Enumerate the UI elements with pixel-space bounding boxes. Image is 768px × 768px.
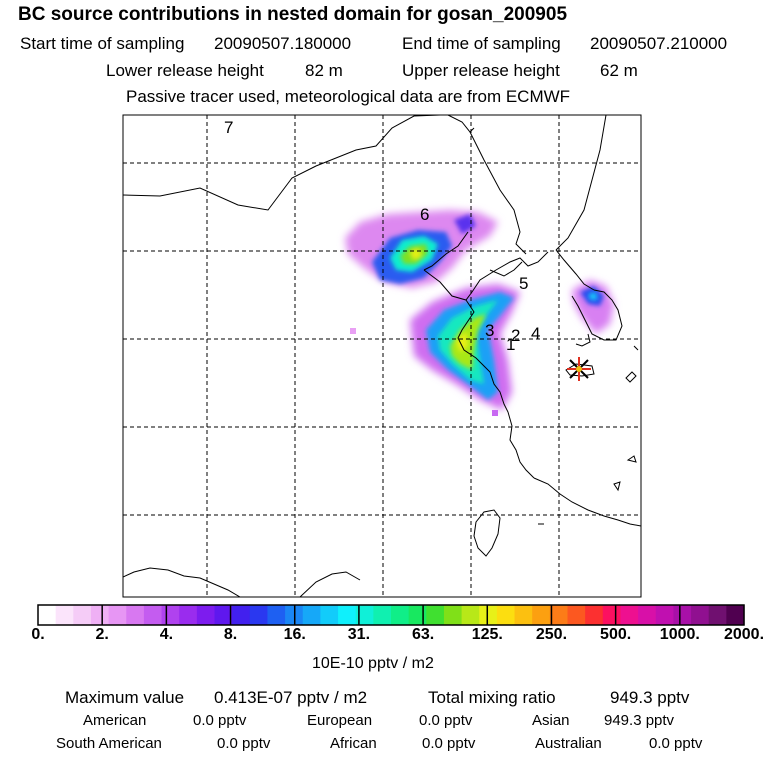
colorbar-cell [373,605,392,625]
end-time-value: 20090507.210000 [590,34,728,53]
colorbar-cell [549,605,569,625]
colorbar-tick-label: 2000. [723,626,765,643]
colorbar-tick-label: 8. [223,626,238,643]
region-name-asian: Asian [532,712,570,729]
colorbar-cell [232,605,251,625]
colorbar-cell [73,605,92,625]
tracer-note: Passive tracer used, meteorological data… [126,87,571,106]
end-time-label: End time of sampling [402,34,561,53]
colorbar-cell [391,605,410,625]
colorbar-cell [673,605,692,625]
lower-height-value: 82 m [305,61,343,80]
colorbar-cell [708,605,727,625]
point-label-6: 6 [420,205,429,224]
colorbar-tick-label: 16. [283,626,306,643]
colorbar-cell [267,605,286,625]
region-name-australian: Australian [535,735,602,752]
colorbar-cell [691,605,710,625]
region-value-australian: 0.0 pptv [649,735,703,752]
start-time-label: Start time of sampling [20,34,185,53]
colorbar-cell [161,605,180,625]
colorbar-cell [179,605,198,625]
colorbar-tick-label: 2. [95,626,109,643]
upper-height-label: Upper release height [402,61,560,80]
plot-title: BC source contributions in nested domain… [18,4,568,25]
point-label-2: 2 [511,326,520,345]
colorbar-cell [726,605,745,625]
colorbar-tick-label: 250. [535,626,568,643]
colorbar-tick-label: 31. [347,626,371,643]
colorbar-tick-label: 500. [600,626,632,643]
colorbar-cell [338,605,357,625]
colorbar-cell [479,605,498,625]
colorbar-cell [514,605,533,625]
colorbar-cell [90,605,110,625]
map-frame-bg [123,115,641,597]
colorbar-cell [426,605,445,625]
colorbar-cell [143,605,163,625]
colorbar-cell [302,605,321,625]
max-value: 0.413E-07 pptv / m2 [214,688,368,707]
upper-height-value: 62 m [600,61,638,80]
colorbar-cell [655,605,674,625]
colorbar-cell [408,605,427,625]
colorbar-cell [443,605,463,625]
colorbar-cell [461,605,480,625]
point-label-7: 7 [224,118,233,137]
region-name-european: European [307,712,373,729]
region-name-american: American [83,712,147,729]
colorbar-cell [620,605,639,625]
lat-lon-grid [123,115,641,597]
colorbar-tick-label: 0. [31,626,45,643]
coastlines [123,115,641,597]
colorbar-cell [55,605,74,625]
colorbar-cell [320,605,339,625]
colorbar-cell [532,605,551,625]
region-value-asian: 949.3 pptv [604,712,675,729]
region-name-african: African [330,735,377,752]
colorbar-tick-label: 1000. [659,626,700,643]
region-value-south-american: 0.0 pptv [217,735,271,752]
start-time-value: 20090507.180000 [214,34,352,53]
colorbar-cell [249,605,269,625]
lower-height-label: Lower release height [106,61,264,80]
region-value-european: 0.0 pptv [419,712,473,729]
point-label-5: 5 [519,274,528,293]
colorbar-unit: 10E-10 pptv / m2 [312,655,434,672]
colorbar-cell [567,605,586,625]
colorbar-cell [38,605,57,625]
region-value-american: 0.0 pptv [193,712,247,729]
colorbar-cell [496,605,516,625]
region-name-south-american: South American [56,735,162,752]
max-value-label: Maximum value [65,688,185,707]
colorbar-cell [214,605,233,625]
colorbar-tick-label: 63. [411,626,435,643]
point-label-4: 4 [531,324,540,343]
receptor-star-marker [567,357,591,381]
point-label-3: 3 [485,321,494,340]
colorbar-cell [638,605,657,625]
map-frame [122,114,642,598]
colorbar-cell [196,605,216,625]
total-mixing-label: Total mixing ratio [428,688,556,707]
colorbar-cell [585,605,604,625]
colorbar-cell [355,605,374,625]
colorbar-cell [108,605,127,625]
colorbar-cell [126,605,145,625]
colorbar-tick-label: 125. [471,626,503,643]
colorbar-cell [602,605,622,625]
region-value-african: 0.0 pptv [422,735,476,752]
colorbar-tick-label: 4. [159,626,174,643]
total-mixing-value: 949.3 pptv [610,688,690,707]
point-label-1: 1 [506,335,515,354]
